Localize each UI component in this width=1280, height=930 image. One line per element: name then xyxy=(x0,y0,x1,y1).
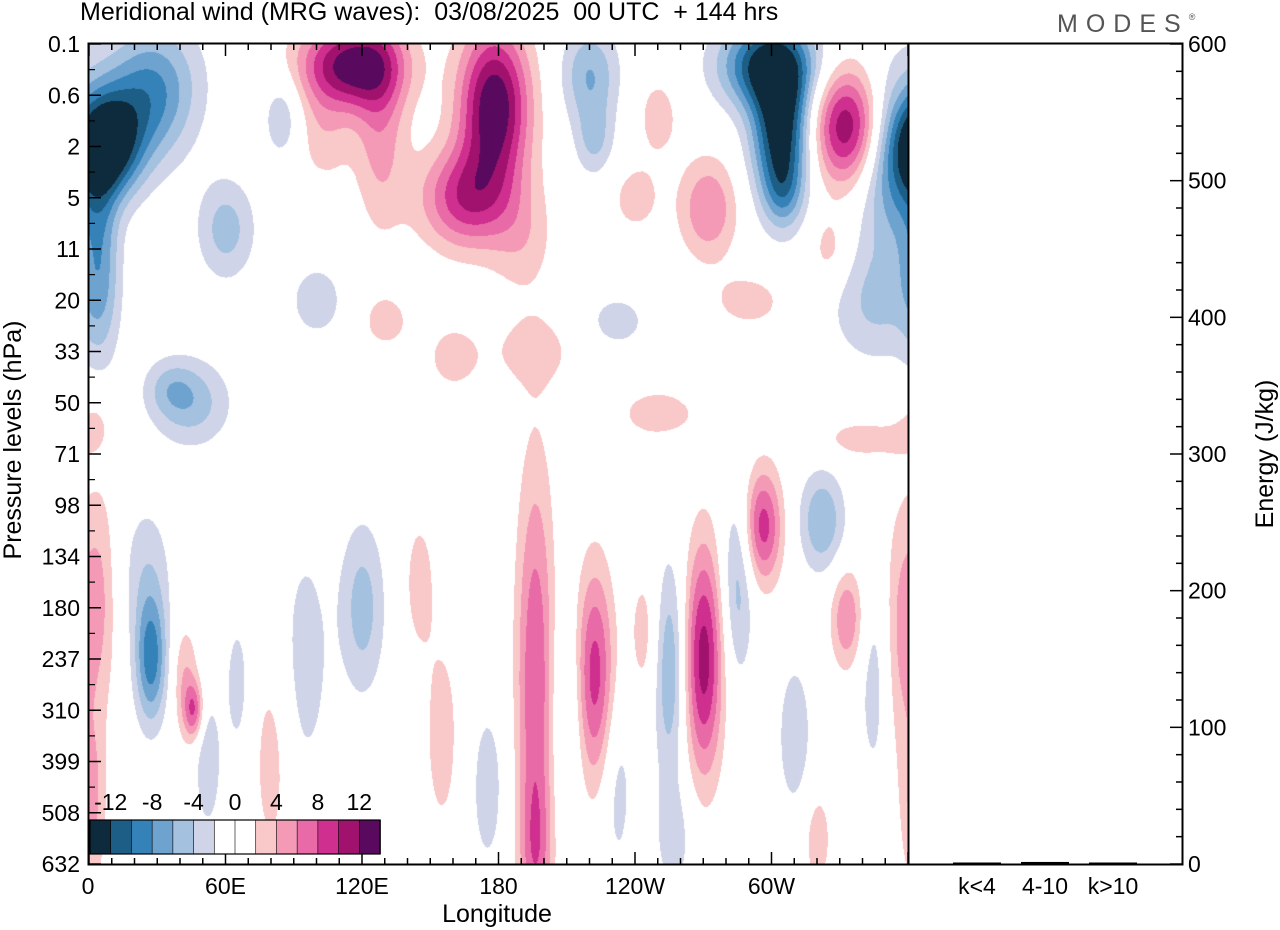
x-tick-label: 180 xyxy=(479,873,517,899)
colorbar-label: -12 xyxy=(94,789,127,815)
colorbar-cell xyxy=(89,819,112,855)
brand-mark: ® xyxy=(1188,12,1196,22)
energy-tick-label: 500 xyxy=(1188,168,1226,194)
y-tick-label: 134 xyxy=(42,544,81,570)
y-tick-label: 20 xyxy=(54,287,80,313)
y-tick-label: 2 xyxy=(67,134,80,160)
x-tick-label: 60W xyxy=(748,873,796,899)
x-axis-ticks: 0 60E 120E 180 120W 60W xyxy=(82,44,909,899)
colorbar-cell xyxy=(110,819,133,855)
y-tick-label: 50 xyxy=(54,390,80,416)
energy-tick-label: 100 xyxy=(1188,714,1226,740)
y-tick-label: 632 xyxy=(42,851,80,877)
colorbar-cell xyxy=(213,819,236,855)
y-axis-ticks: 0.1 0.6 2 5 11 20 33 50 71 98 134 180 237 310 399 508 63… xyxy=(42,31,101,877)
energy-tick-label: 600 xyxy=(1188,31,1226,57)
colorbar-cell xyxy=(317,819,340,855)
brand-name: MODES xyxy=(1057,10,1189,38)
colorbar-cell xyxy=(255,819,278,855)
colorbar-cell xyxy=(131,819,153,855)
chart-title: Meridional wind (MRG waves): 03/08/2025 … xyxy=(80,0,779,26)
y-tick-label: 33 xyxy=(54,339,80,365)
y-tick-label: 0.1 xyxy=(48,31,80,57)
x-tick-label: 120E xyxy=(335,873,389,899)
colorbar-label: 0 xyxy=(229,789,242,815)
y-tick-label: 71 xyxy=(54,441,80,467)
colorbar-label: 8 xyxy=(311,789,324,815)
colorbar-cell xyxy=(338,819,361,855)
energy-tick-label: 300 xyxy=(1188,441,1226,467)
energy-tick-label: 400 xyxy=(1188,304,1226,330)
y-tick-label: 0.6 xyxy=(48,82,80,108)
colorbar-cell xyxy=(276,819,298,855)
energy-tick-label: 200 xyxy=(1188,578,1226,604)
energy-axis-ticks: 0 100 200 300 400 500 600 xyxy=(1170,31,1226,877)
energy-bars xyxy=(953,861,1137,864)
energy-category-label: 4-10 xyxy=(1022,873,1068,899)
energy-bar xyxy=(1089,862,1137,864)
colorbar-cell xyxy=(193,819,216,855)
colorbar-label: -8 xyxy=(142,789,162,815)
brand-logo: MODES® xyxy=(1057,10,1195,39)
y-tick-label: 508 xyxy=(42,800,80,826)
energy-category-labels: k<4 4-10 k>10 xyxy=(958,873,1138,899)
colorbar-cell xyxy=(151,819,174,855)
energy-category-label: k<4 xyxy=(958,873,996,899)
y-axis-label: Pressure levels (hPa) xyxy=(0,321,27,560)
energy-bar xyxy=(1021,861,1069,864)
energy-frame xyxy=(907,42,1184,866)
colorbar-labels: -12 -8 -4 0 4 8 12 xyxy=(94,789,372,815)
colorbar-cell xyxy=(172,819,195,855)
energy-bar xyxy=(953,862,1001,864)
colorbar-cells xyxy=(89,819,381,855)
heatmap-container xyxy=(89,44,908,864)
x-tick-label: 0 xyxy=(82,873,95,899)
x-axis-label: Longitude xyxy=(442,900,552,928)
y-tick-label: 399 xyxy=(42,749,80,775)
energy-panel: 0 100 200 300 400 500 600 k<4 4-10 k>10 Energy (… xyxy=(907,31,1279,899)
x-tick-label: 120W xyxy=(605,873,665,899)
colorbar-cell xyxy=(358,819,381,855)
colorbar-cell xyxy=(234,819,257,855)
energy-tick-label: 0 xyxy=(1188,851,1201,877)
heatmap-plot: 0 60E 120E 180 120W 60W 0.1 0.6 2 5 11 20 33 50 71 98 1… xyxy=(0,31,910,928)
y-tick-label: 180 xyxy=(42,595,80,621)
colorbar-label: 4 xyxy=(270,789,283,815)
energy-axis-label: Energy (J/kg) xyxy=(1251,380,1279,529)
colorbar-frame xyxy=(89,819,381,855)
x-tick-label: 60E xyxy=(205,873,246,899)
colorbar-label: 12 xyxy=(346,789,372,815)
y-tick-label: 5 xyxy=(67,185,80,211)
y-tick-label: 310 xyxy=(42,697,80,723)
colorbar: -12 -8 -4 0 4 8 12 xyxy=(89,789,381,855)
y-tick-label: 237 xyxy=(42,646,80,672)
y-tick-label: 98 xyxy=(54,492,80,518)
contour-field xyxy=(89,44,908,864)
colorbar-label: -4 xyxy=(183,789,204,815)
y-tick-label: 11 xyxy=(56,236,80,262)
colorbar-cell xyxy=(296,819,319,855)
energy-category-label: k>10 xyxy=(1088,873,1139,899)
